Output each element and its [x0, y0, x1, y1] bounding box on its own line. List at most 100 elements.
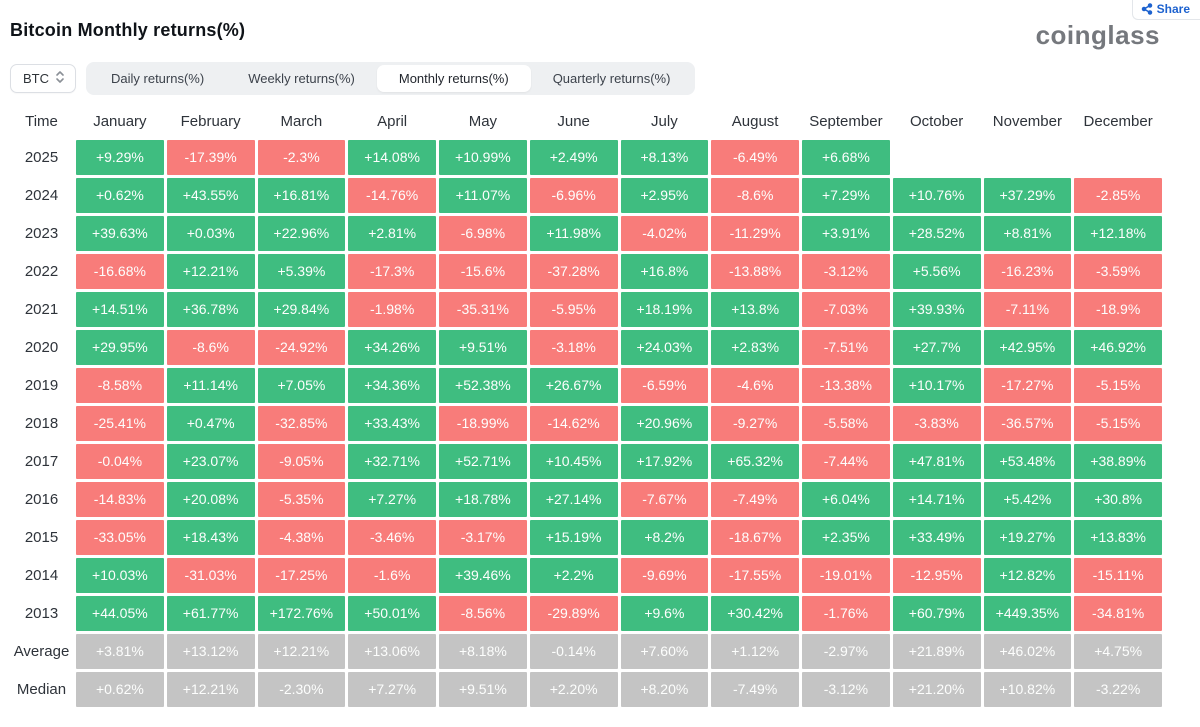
return-cell: -7.67%	[620, 482, 709, 517]
return-cell: +34.36%	[348, 368, 436, 403]
return-cell: +6.04%	[802, 482, 890, 517]
return-cell: +9.51%	[439, 672, 527, 707]
column-header-april: April	[377, 113, 408, 130]
return-cell: -4.6%	[711, 368, 799, 403]
return-cell: +19.27%	[983, 520, 1072, 555]
return-cell: +5.39%	[257, 254, 346, 289]
return-cell: +65.32%	[711, 444, 799, 479]
return-cell: -8.6%	[166, 330, 255, 365]
return-cell: +61.77%	[166, 596, 255, 631]
return-cell: -9.27%	[711, 406, 799, 441]
return-cell: +11.98%	[529, 216, 618, 251]
table-row-2024: 2024 +0.62% +43.55% +16.81% -14.76% +11.07% -6…	[10, 178, 1162, 213]
return-cell: -5.95%	[529, 292, 618, 327]
return-cell: -29.89%	[529, 596, 618, 631]
return-cell: +2.81%	[348, 216, 436, 251]
tab-weekly-returns[interactable]: Weekly returns(%)	[248, 71, 355, 86]
return-cell: +12.21%	[257, 634, 346, 669]
return-cell: +12.82%	[983, 558, 1072, 593]
return-cell: -17.39%	[166, 140, 255, 175]
return-cell: +53.48%	[983, 444, 1072, 479]
return-cell: +8.18%	[439, 634, 527, 669]
return-cell: +39.93%	[892, 292, 981, 327]
return-cell: -33.05%	[76, 520, 164, 555]
table-row-2017: 2017 -0.04% +23.07% -9.05% +32.71% +52.71% +10…	[10, 444, 1162, 479]
symbol-select-value: BTC	[23, 71, 49, 86]
return-cell: +27.7%	[892, 330, 981, 365]
return-cell: +2.20%	[529, 672, 618, 707]
return-cell: +37.29%	[983, 178, 1072, 213]
column-header-february: February	[180, 113, 241, 130]
row-label: 2016	[24, 491, 59, 508]
return-cell: +9.29%	[76, 140, 164, 175]
row-label: Median	[16, 681, 67, 698]
row-label: 2018	[24, 415, 59, 432]
return-cell: +21.89%	[892, 634, 981, 669]
return-cell: +50.01%	[348, 596, 436, 631]
return-cell: +29.95%	[76, 330, 164, 365]
return-cell: -7.44%	[802, 444, 890, 479]
return-cell: +172.76%	[257, 596, 346, 631]
table-row-2013: 2013 +44.05% +61.77% +172.76% +50.01% -8.56% -…	[10, 596, 1162, 631]
return-cell: +6.68%	[802, 140, 890, 175]
return-cell: -18.99%	[439, 406, 527, 441]
return-cell: +8.2%	[620, 520, 709, 555]
return-cell: +22.96%	[257, 216, 346, 251]
tab-monthly-returns[interactable]: Monthly returns(%)	[376, 65, 531, 92]
return-cell: +44.05%	[76, 596, 164, 631]
return-cell: -5.15%	[1074, 368, 1162, 403]
return-cell: +13.06%	[348, 634, 436, 669]
row-label: 2025	[24, 149, 59, 166]
return-cell: +47.81%	[892, 444, 981, 479]
symbol-select[interactable]: BTC	[10, 64, 76, 93]
return-cell: -24.92%	[257, 330, 346, 365]
share-button[interactable]: Share	[1131, 0, 1200, 20]
return-cell: -2.97%	[802, 634, 890, 669]
return-cell: +13.83%	[1074, 520, 1162, 555]
monthly-returns-table: Time January February March April May June July…	[10, 107, 1200, 707]
table-row-2019: 2019 -8.58% +11.14% +7.05% +34.36% +52.38% +26…	[10, 368, 1162, 403]
column-header-october: October	[909, 113, 964, 130]
table-row-2022: 2022 -16.68% +12.21% +5.39% -17.3% -15.6% -37.…	[10, 254, 1162, 289]
row-label: 2021	[24, 301, 59, 318]
column-header-december: December	[1083, 113, 1153, 130]
row-label: 2013	[24, 605, 59, 622]
table-row-2020: 2020 +29.95% -8.6% -24.92% +34.26% +9.51% -3.1…	[10, 330, 1162, 365]
return-cell: +42.95%	[983, 330, 1072, 365]
return-cell: +13.8%	[711, 292, 799, 327]
return-cell: -6.96%	[529, 178, 618, 213]
row-label: 2024	[24, 187, 59, 204]
return-cell: -18.67%	[711, 520, 799, 555]
return-cell: -9.05%	[257, 444, 346, 479]
return-cell: +11.07%	[439, 178, 527, 213]
share-icon	[1141, 3, 1153, 15]
return-cell: -17.3%	[348, 254, 436, 289]
return-cell: +10.17%	[892, 368, 981, 403]
return-cell: +10.03%	[76, 558, 164, 593]
return-cell: +46.92%	[1074, 330, 1162, 365]
return-cell: -7.49%	[711, 672, 799, 707]
row-label: 2023	[24, 225, 59, 242]
return-cell: -36.57%	[983, 406, 1072, 441]
return-cell: -8.6%	[711, 178, 799, 213]
return-cell: -13.88%	[711, 254, 799, 289]
return-cell: +39.63%	[76, 216, 164, 251]
return-cell: -3.59%	[1074, 254, 1162, 289]
return-cell: +13.12%	[166, 634, 255, 669]
tab-quarterly-returns[interactable]: Quarterly returns(%)	[552, 71, 671, 86]
return-cell: +17.92%	[620, 444, 709, 479]
return-cell: +2.49%	[529, 140, 618, 175]
return-cell: +52.71%	[439, 444, 527, 479]
return-cell: +30.42%	[711, 596, 799, 631]
tab-daily-returns[interactable]: Daily returns(%)	[111, 71, 205, 86]
column-header-june: June	[557, 113, 590, 130]
return-cell	[984, 140, 1072, 175]
table-row-2025: 2025 +9.29% -17.39% -2.3% +14.08% +10.99% +2.4…	[10, 140, 1162, 175]
return-cell: -3.22%	[1074, 672, 1162, 707]
return-cell: -25.41%	[76, 406, 164, 441]
return-cell: +12.21%	[166, 254, 255, 289]
return-cell: +30.8%	[1074, 482, 1162, 517]
return-cell: +0.62%	[76, 672, 164, 707]
return-cell: -13.38%	[802, 368, 890, 403]
return-cell: -2.30%	[257, 672, 346, 707]
